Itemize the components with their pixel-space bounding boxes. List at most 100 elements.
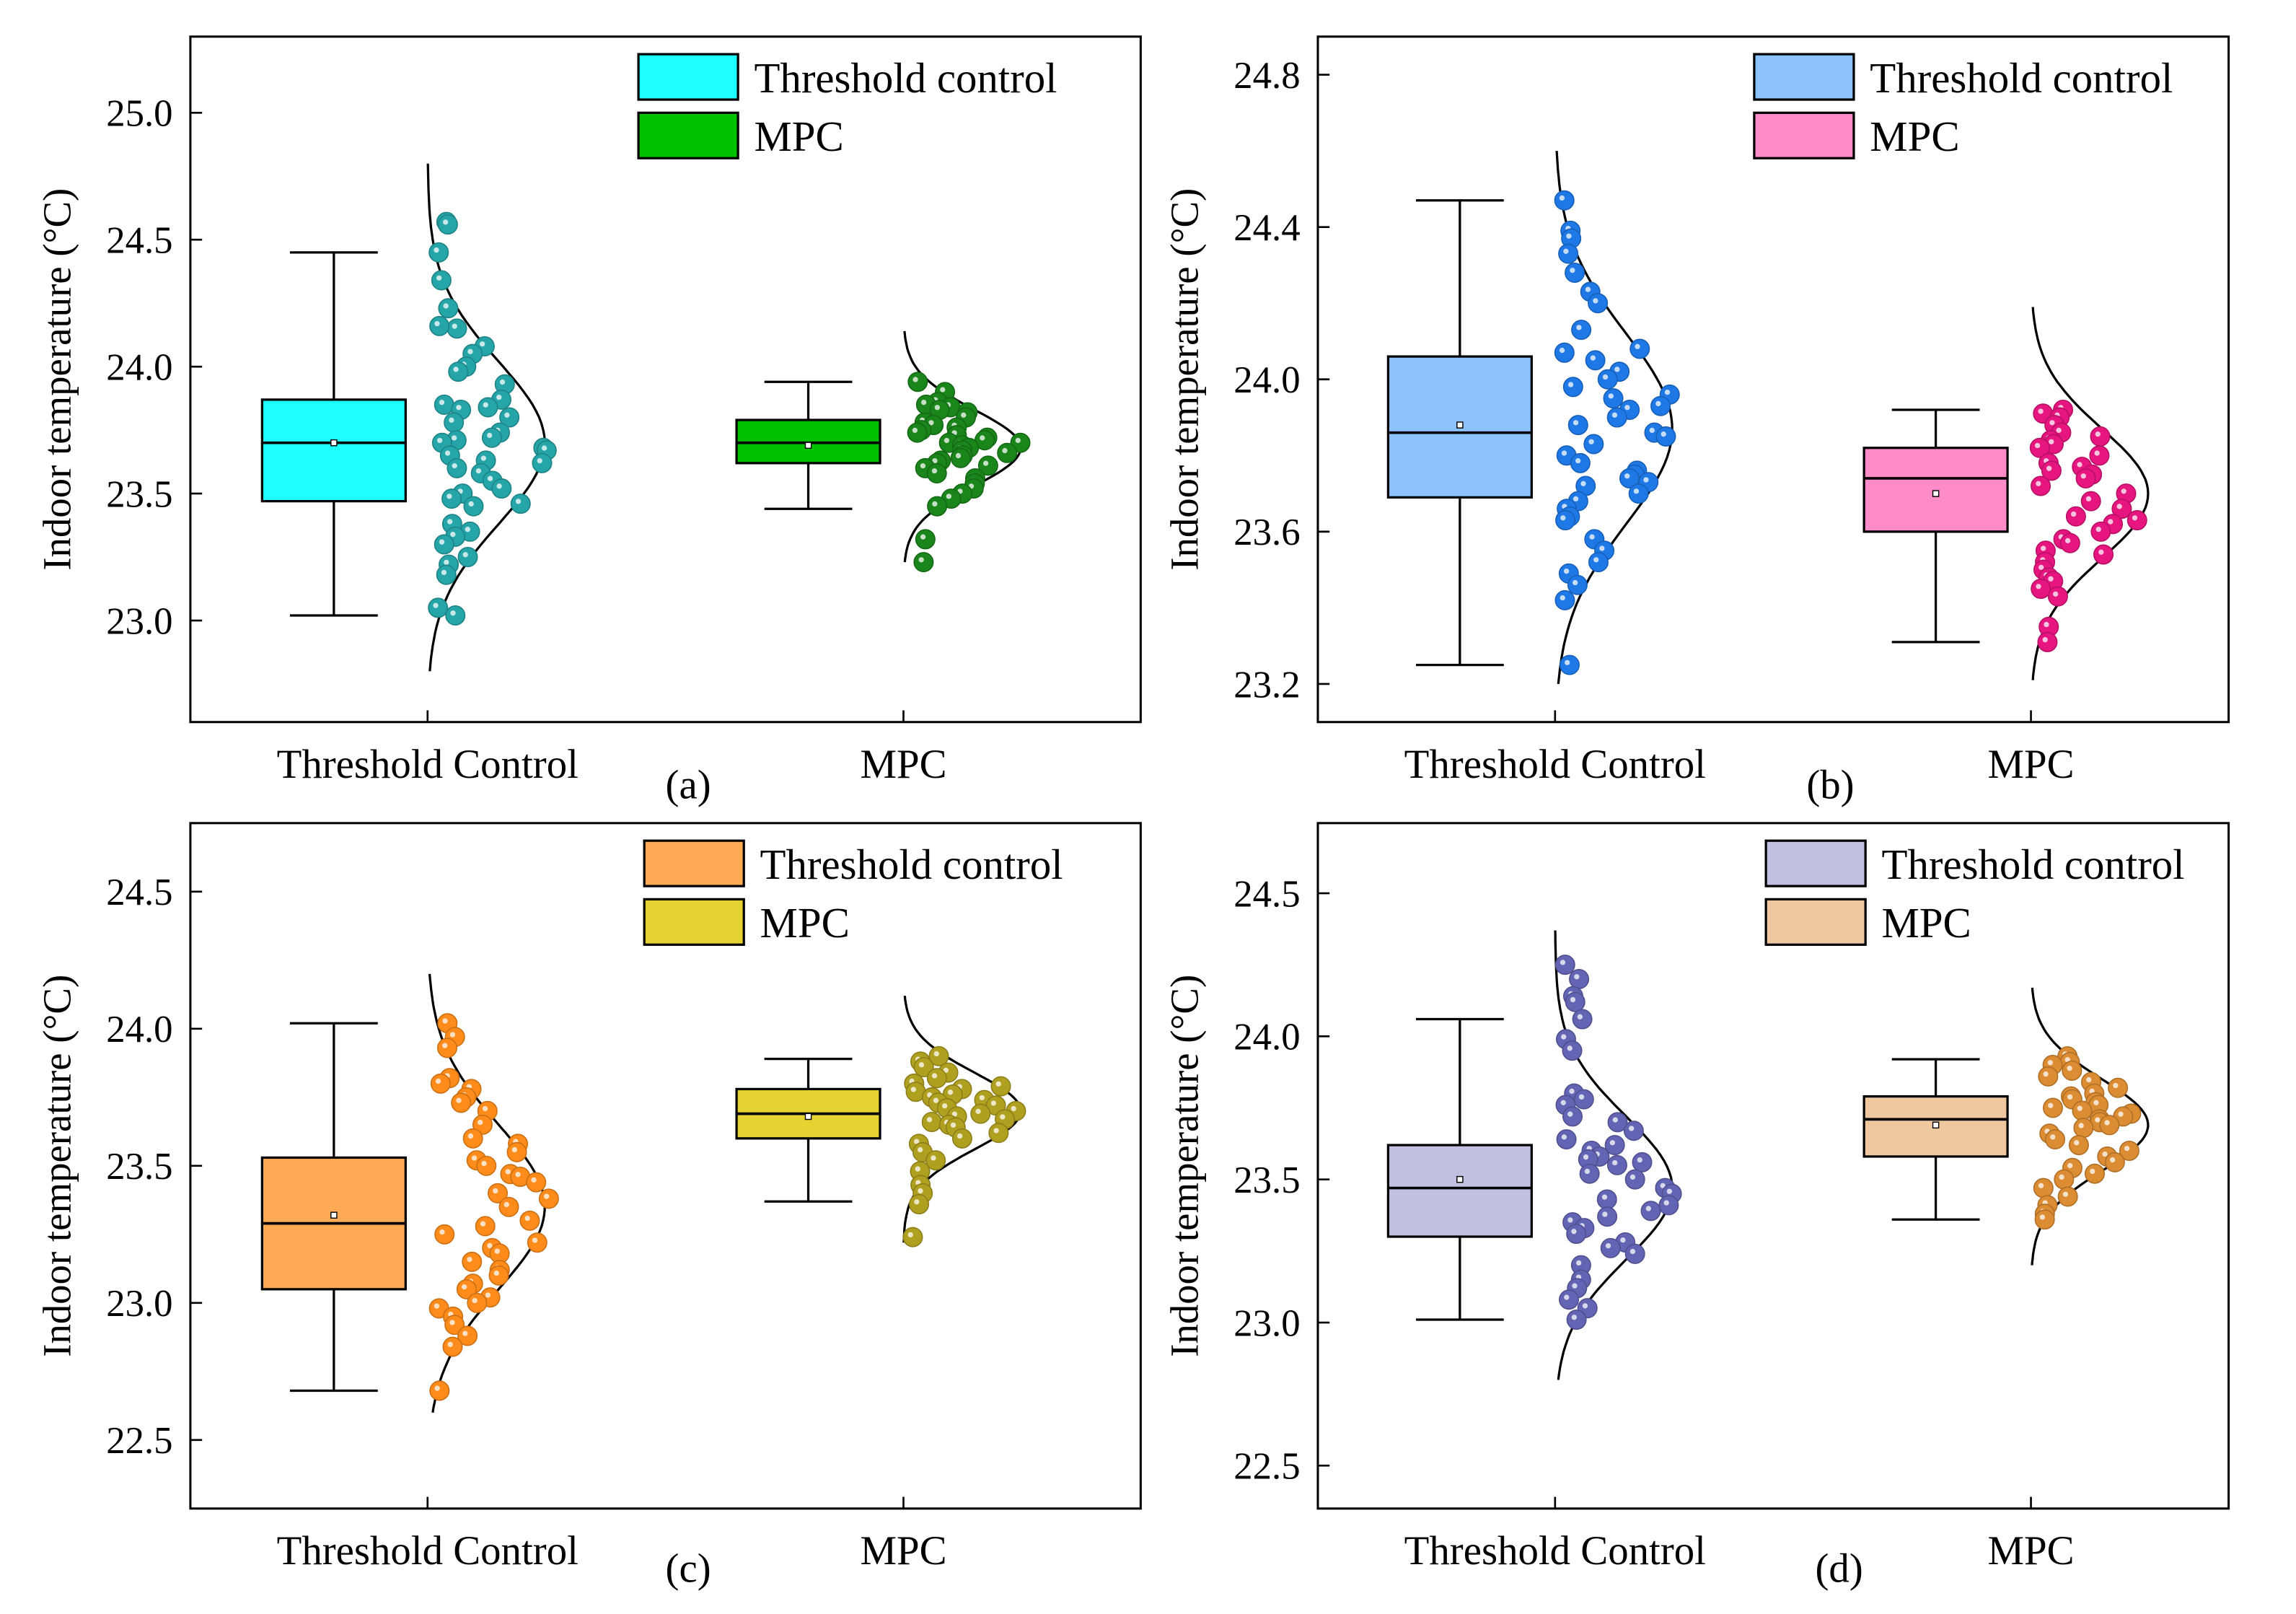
data-point [2065,506,2086,527]
data-point-highlight [920,400,927,405]
data-point [926,1068,947,1089]
data-point [506,1141,527,1162]
data-point [429,315,450,336]
data-point-highlight [496,395,502,400]
data-point-highlight [541,445,547,451]
data-point-highlight [2080,473,2086,479]
data-point [467,1292,488,1313]
data-point-highlight [480,1221,486,1227]
data-point-highlight [515,1172,521,1177]
legend-label: Threshold control [1870,55,2173,102]
x-tick-label: MPC [860,742,946,787]
series-threshold-control [260,163,557,672]
data-point-highlight [444,450,451,456]
y-tick-label: 24.8 [1233,55,1300,97]
data-point-highlight [1567,1217,1573,1223]
data-point-highlight [439,1229,445,1235]
data-point-highlight [982,460,989,466]
mean-marker [1456,421,1464,429]
data-point-highlight [2121,488,2126,494]
data-point [462,1128,483,1149]
mean-marker [1456,1175,1464,1183]
data-point-highlight [1655,400,1661,407]
y-axis-label: Indoor temperature (°C) [1163,975,1207,1357]
data-point [2090,521,2111,542]
series-mpc [735,330,1031,573]
data-point-highlight [442,1018,448,1024]
legend-swatch [643,898,745,946]
panel-caption: (b) [1806,762,1854,807]
data-point-highlight [453,367,459,372]
data-point [1566,1224,1587,1245]
plot-frame [1316,822,2230,1510]
legend-label: MPC [1870,113,1959,160]
data-point-highlight [434,320,440,327]
data-point [444,412,465,433]
y-tick-label: 23.5 [106,1146,172,1188]
data-point-highlight [475,468,482,474]
data-point-highlight [467,348,473,354]
data-point-highlight [2046,465,2052,471]
data-point [1619,468,1640,488]
y-tick-label: 24.5 [106,872,172,913]
data-point-highlight [951,1111,958,1117]
y-tick-label: 25.0 [106,93,172,135]
data-point-highlight [468,501,474,507]
data-point-highlight [434,1385,440,1391]
data-point-highlight [2067,1094,2073,1100]
data-point-highlight [955,452,962,459]
data-point-highlight [1569,1088,1575,1095]
data-point-highlight [1574,974,1580,980]
data-point [925,1150,946,1171]
y-tick-label: 24.0 [1233,1017,1300,1058]
data-point [1565,262,1585,283]
data-point [2068,1135,2089,1156]
x-tick-label: MPC [1988,1528,2075,1574]
data-point-highlight [482,1105,488,1112]
data-point [907,372,928,392]
data-point [1588,552,1609,573]
data-point [457,547,478,568]
data-point-highlight [487,432,493,439]
data-point [1556,1129,1577,1150]
data-point [2042,1097,2063,1118]
data-point-highlight [2048,576,2054,582]
data-point-highlight [511,1146,517,1153]
data-point-highlight [531,1177,537,1183]
data-point-highlight [441,569,447,576]
data-point-highlight [918,1062,925,1068]
y-tick-label: 24.5 [1233,873,1300,915]
data-point-highlight [543,1193,550,1199]
data-point [1603,388,1624,409]
data-point-highlight [1565,659,1570,666]
data-point-highlight [1559,347,1565,354]
data-point-highlight [1563,569,1570,574]
data-point-highlight [1576,325,1582,330]
data-point [2108,1077,2129,1098]
data-point [428,597,449,618]
data-point [2080,491,2101,512]
data-point [463,496,484,517]
data-point-highlight [950,1122,956,1128]
data-point [1623,1120,1644,1141]
data-point-highlight [467,1133,474,1139]
data-point-highlight [934,405,941,411]
data-point-highlight [447,494,452,499]
data-point [2073,1118,2094,1139]
data-point-highlight [979,1095,985,1101]
legend-label: Threshold control [1882,841,2185,888]
data-point [526,1172,547,1193]
data-point [2034,1209,2055,1230]
data-point [1554,955,1575,975]
data-point-highlight [913,1139,920,1144]
data-point [970,1103,991,1124]
data-point-highlight [944,437,950,444]
data-point-highlight [434,247,439,253]
data-point-highlight [1578,1094,1585,1100]
mean-marker [1932,490,1940,497]
plot-frame [1316,35,2230,724]
data-point-highlight [2077,462,2082,468]
data-point-highlight [1002,447,1008,454]
data-point [445,605,466,626]
